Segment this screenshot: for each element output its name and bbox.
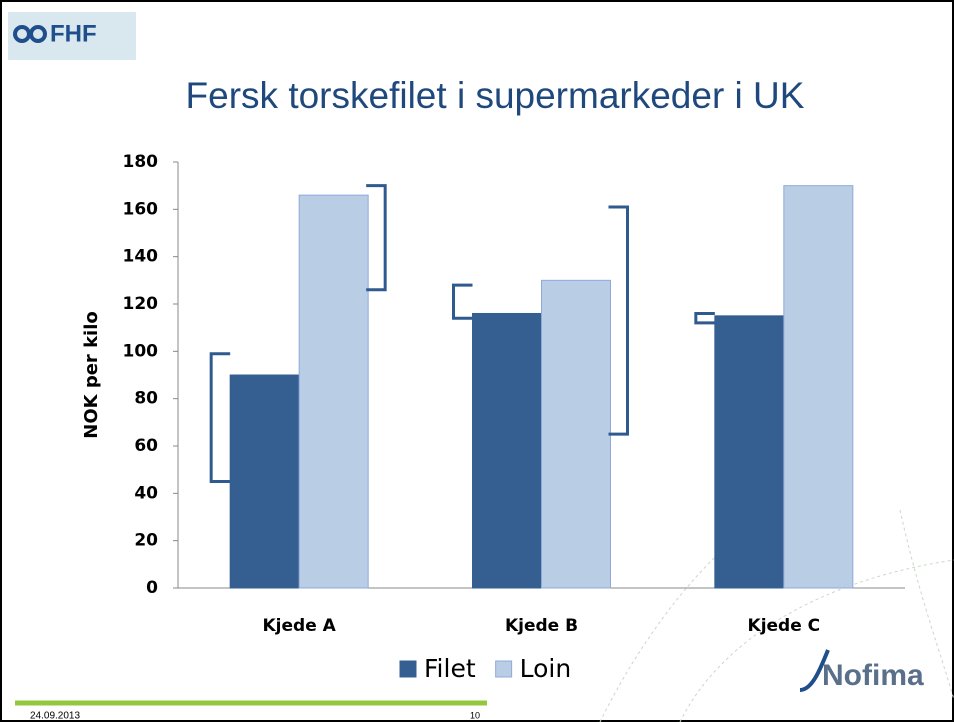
y-tick-label: 80	[134, 389, 158, 409]
y-tick-label: 140	[123, 247, 159, 267]
x-tick-label: Kjede B	[505, 616, 578, 636]
legend-label: Filet	[424, 654, 476, 683]
y-tick-label: 180	[123, 152, 159, 172]
x-tick-label: Kjede A	[263, 616, 337, 636]
y-axis-label: NOK per kilo	[81, 311, 102, 439]
chart-title: Fersk torskefilet i supermarkeder i UK	[186, 75, 805, 116]
y-tick-label: 60	[134, 436, 158, 456]
y-tick-label: 40	[134, 483, 158, 503]
bar	[229, 374, 300, 589]
bar	[541, 279, 611, 589]
y-tick-label: 0	[146, 578, 158, 598]
range-bracket	[694, 311, 715, 325]
bar	[298, 194, 369, 589]
range-bracket	[452, 283, 473, 320]
y-tick-label: 20	[134, 531, 158, 551]
logo-icon	[13, 25, 47, 43]
y-tick-label: 120	[123, 294, 159, 314]
legend-label: Loin	[520, 654, 572, 683]
brand-text: Nofima	[822, 659, 924, 692]
logo-text: FHF	[50, 20, 97, 47]
decoration	[599, 509, 954, 722]
range-bracket	[209, 352, 231, 483]
range-bracket	[608, 205, 629, 436]
bar	[472, 312, 542, 589]
legend-swatch	[495, 660, 513, 678]
y-tick-label: 100	[123, 341, 159, 361]
page-number: 10	[470, 710, 480, 720]
range-bracket	[366, 184, 387, 292]
bar	[783, 185, 854, 589]
brand-icon	[799, 649, 830, 692]
footer-date: 24.09.2013	[30, 711, 80, 722]
y-tick-label: 160	[123, 199, 159, 219]
bar	[714, 315, 785, 589]
x-tick-label: Kjede C	[748, 616, 821, 636]
legend-swatch	[399, 660, 417, 678]
